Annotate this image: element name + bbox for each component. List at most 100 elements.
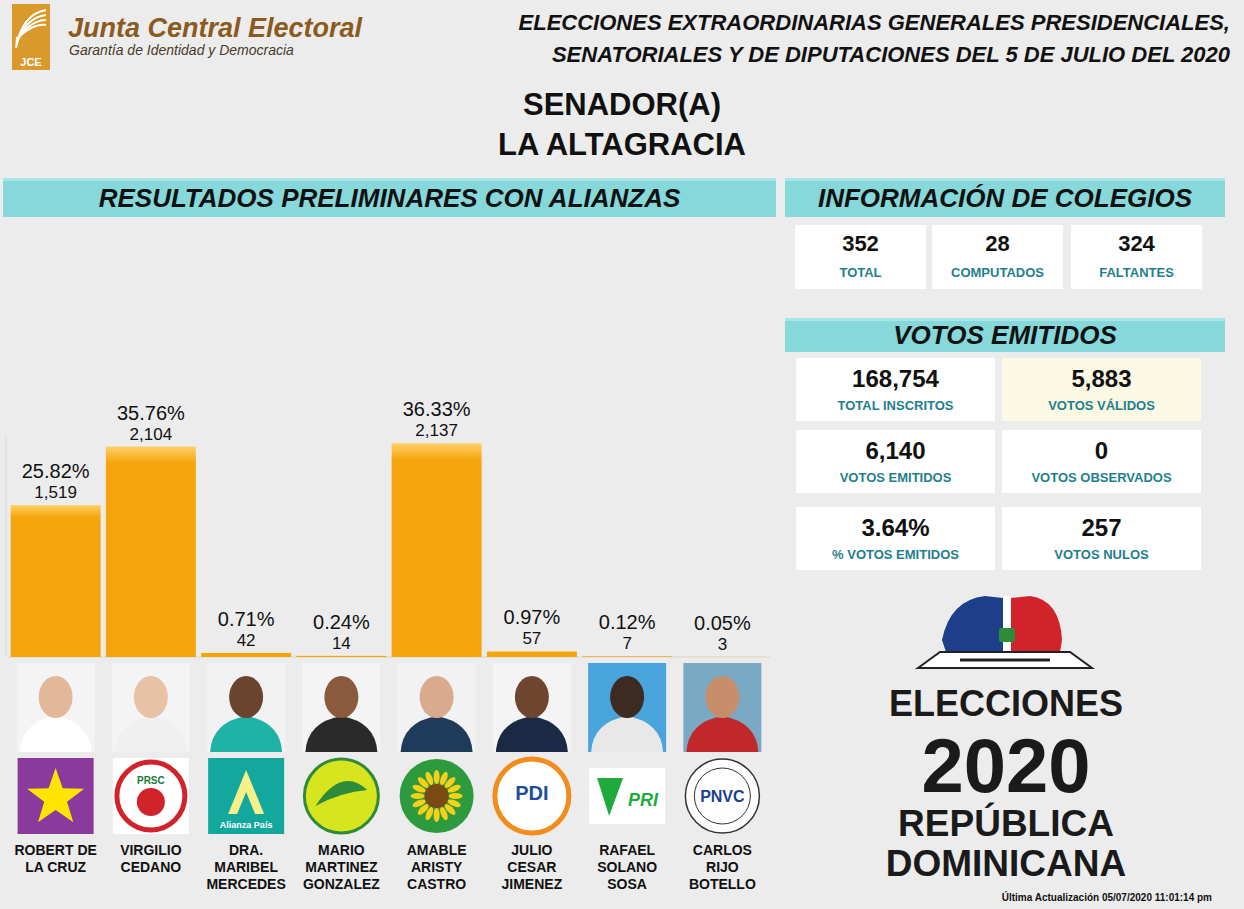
category-line: ROBERT DE	[14, 842, 96, 858]
candidate-photo	[683, 663, 761, 752]
logo-ring-inner	[694, 768, 750, 824]
party-logo	[304, 759, 378, 833]
share-label: 0.97%	[504, 606, 561, 628]
logo-text: JCE	[20, 56, 41, 68]
category-line: RIJO	[706, 859, 739, 875]
value-axis-line	[6, 437, 7, 657]
logo-ring	[495, 759, 569, 833]
stat-box	[1002, 430, 1201, 493]
stat-box	[796, 430, 995, 493]
category-line: RAFAEL	[599, 842, 655, 858]
share-label: 25.82%	[22, 460, 90, 482]
ballot-box-top	[918, 652, 1092, 668]
bar	[11, 505, 101, 657]
photo-head	[39, 676, 73, 718]
value-label: 2,137	[415, 421, 458, 440]
photo-head	[324, 676, 358, 718]
category-line: CESAR	[507, 859, 556, 875]
logo-bg	[18, 758, 94, 834]
value-label: 3	[718, 635, 727, 654]
org-name: Junta Central Electoral	[68, 13, 363, 43]
bar	[582, 656, 672, 657]
section-band	[3, 178, 776, 217]
bars	[11, 443, 768, 657]
stat-label: TOTAL	[839, 265, 881, 280]
background	[0, 0, 1244, 909]
stat-box	[796, 507, 995, 570]
stat-value: 352	[842, 231, 879, 256]
photo-bg	[207, 663, 285, 752]
photo-body	[591, 716, 663, 752]
org-tagline: Garantía de Identidad y Democracia	[69, 42, 294, 58]
ballot-logo	[918, 596, 1092, 668]
party-logo: PRI	[589, 768, 665, 824]
share-label: 0.05%	[694, 612, 751, 634]
stat-label: % VOTOS EMITIDOS	[832, 547, 959, 562]
value-label: 7	[622, 634, 631, 653]
logo-text: Alianza País	[220, 820, 273, 830]
candidate-photo	[493, 663, 571, 752]
stat-box	[1071, 225, 1202, 289]
logo-petal	[434, 808, 440, 822]
logo-arc	[16, 10, 46, 48]
photo-body	[686, 716, 758, 752]
category-label: CARLOSRIJOBOTELLO	[689, 842, 756, 892]
logo-text: PDI	[515, 782, 548, 804]
section-band	[785, 178, 1225, 217]
logo-petal	[424, 771, 435, 786]
flag-cross	[1003, 596, 1011, 654]
share-label: 36.33%	[403, 398, 471, 420]
section-title: VOTOS EMITIDOS	[893, 320, 1117, 350]
category-line: LA CRUZ	[25, 859, 86, 875]
category-line: MARIO	[318, 842, 365, 858]
logo-arc	[16, 25, 46, 39]
section-band	[785, 318, 1225, 352]
logo-disc	[304, 759, 378, 833]
party-logo	[400, 759, 474, 833]
logo-text: PNVC	[700, 788, 745, 805]
category-label: AMABLEARISTYCASTRO	[407, 842, 467, 892]
stat-label: VOTOS NULOS	[1054, 547, 1149, 562]
category-line: BOTELLO	[689, 876, 756, 892]
photo-head	[420, 676, 454, 718]
logo-arc	[16, 15, 46, 45]
section-band-edge	[785, 178, 1225, 181]
logo-petal	[447, 783, 462, 794]
photo-bg	[302, 663, 380, 752]
category-line: MERCEDES	[206, 876, 285, 892]
logo-bg	[589, 768, 665, 824]
category-label: RAFAELSOLANOSOSA	[597, 842, 657, 892]
section-title: RESULTADOS PRELIMINARES CON ALIANZAS	[99, 183, 681, 213]
bar	[106, 447, 196, 657]
value-label: 42	[237, 631, 256, 650]
stat-label: VOTOS OBSERVADOS	[1031, 470, 1171, 485]
category-line: CEDANO	[121, 859, 182, 875]
category-line: MARTINEZ	[305, 859, 378, 875]
stat-label: FALTANTES	[1099, 265, 1174, 280]
section-title: INFORMACIÓN DE COLEGIOS	[818, 183, 1193, 213]
logo-petal	[438, 806, 449, 821]
photo-bg	[588, 663, 666, 752]
election-title: ELECCIONES EXTRAORDINARIAS GENERALES PRE…	[519, 10, 1230, 35]
share-label: 0.71%	[218, 608, 275, 630]
photo-bg	[112, 663, 190, 752]
brand-year: 2020	[921, 723, 1090, 808]
logo-ring	[117, 762, 185, 830]
photo-bg	[493, 663, 571, 752]
photo-body	[20, 716, 92, 752]
category-line: SOSA	[607, 876, 647, 892]
category-line: ARISTY	[411, 859, 463, 875]
photo-head	[610, 676, 644, 718]
party-logo: PDI	[495, 759, 569, 833]
category-line: CASTRO	[407, 876, 466, 892]
photo-head	[705, 676, 739, 718]
jce-logo: JCE	[12, 4, 50, 70]
candidate-photo	[112, 663, 190, 752]
category-label: DRA.MARIBELMERCEDES	[206, 842, 285, 892]
category-label: VIRGILIOCEDANO	[120, 842, 182, 875]
category-line: CARLOS	[693, 842, 752, 858]
category-line: VIRGILIO	[120, 842, 182, 858]
race-title: SENADOR(A)	[523, 87, 721, 122]
logo-arc	[16, 20, 46, 42]
footer: Última Actualización 05/07/2020 11:01:14…	[1002, 891, 1212, 903]
